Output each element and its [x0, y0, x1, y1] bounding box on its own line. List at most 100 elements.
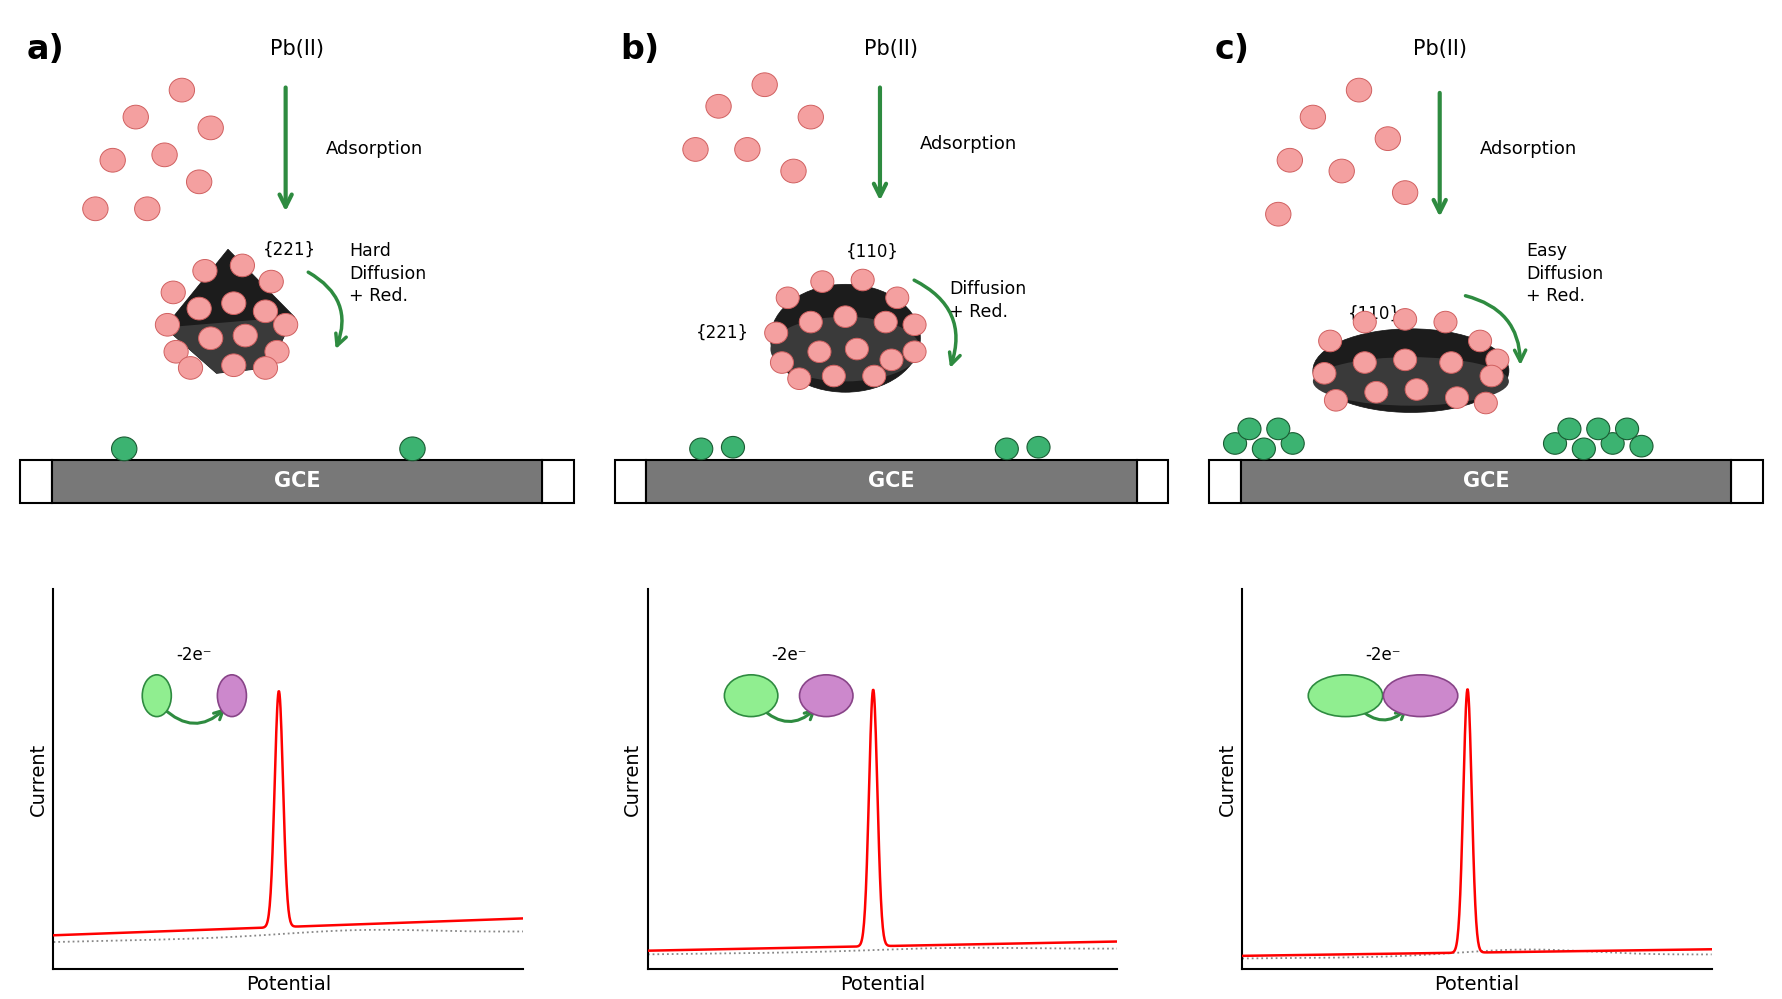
- Circle shape: [1614, 419, 1638, 440]
- Circle shape: [1265, 419, 1288, 440]
- Circle shape: [1222, 433, 1246, 455]
- Circle shape: [822, 366, 845, 387]
- Circle shape: [1363, 382, 1386, 403]
- Circle shape: [1319, 330, 1342, 352]
- Text: a): a): [27, 33, 64, 67]
- Circle shape: [886, 287, 909, 309]
- Text: {110}: {110}: [1347, 305, 1399, 323]
- Circle shape: [764, 322, 788, 344]
- Ellipse shape: [1312, 358, 1508, 406]
- Text: {221}: {221}: [262, 240, 315, 259]
- Ellipse shape: [770, 317, 920, 382]
- Text: GCE: GCE: [274, 472, 321, 492]
- X-axis label: Potential: Potential: [1433, 975, 1518, 994]
- Circle shape: [1374, 127, 1399, 151]
- Circle shape: [850, 269, 873, 291]
- Circle shape: [1392, 181, 1417, 205]
- Circle shape: [198, 116, 223, 140]
- Circle shape: [1383, 675, 1458, 716]
- Circle shape: [253, 300, 278, 323]
- Circle shape: [1308, 675, 1381, 716]
- Text: -2e⁻: -2e⁻: [176, 646, 212, 664]
- Text: {221}: {221}: [695, 324, 748, 342]
- Circle shape: [192, 260, 217, 282]
- Text: Pb(II): Pb(II): [1411, 39, 1467, 59]
- X-axis label: Potential: Potential: [839, 975, 925, 994]
- Circle shape: [811, 271, 834, 293]
- FancyBboxPatch shape: [1208, 460, 1240, 502]
- Circle shape: [233, 325, 257, 347]
- Circle shape: [221, 292, 246, 315]
- Circle shape: [178, 357, 203, 380]
- Circle shape: [1445, 387, 1468, 409]
- Circle shape: [169, 78, 194, 102]
- Circle shape: [788, 368, 811, 390]
- Y-axis label: Current: Current: [624, 742, 642, 816]
- Circle shape: [902, 341, 925, 363]
- Circle shape: [723, 675, 777, 716]
- Text: Diffusion
+ Red.: Diffusion + Red.: [948, 281, 1026, 321]
- Circle shape: [798, 675, 852, 716]
- FancyBboxPatch shape: [52, 460, 542, 502]
- Circle shape: [834, 306, 857, 328]
- Circle shape: [722, 437, 745, 458]
- Ellipse shape: [1312, 329, 1508, 413]
- Circle shape: [690, 438, 713, 460]
- Circle shape: [134, 197, 160, 221]
- Circle shape: [880, 349, 902, 371]
- Circle shape: [1586, 419, 1609, 440]
- Circle shape: [1324, 390, 1347, 412]
- Circle shape: [706, 95, 731, 118]
- FancyBboxPatch shape: [542, 460, 574, 502]
- Text: -2e⁻: -2e⁻: [1365, 646, 1401, 664]
- Circle shape: [1629, 436, 1652, 457]
- Circle shape: [266, 341, 289, 363]
- Circle shape: [1433, 312, 1456, 333]
- Circle shape: [752, 73, 777, 97]
- Circle shape: [1251, 438, 1274, 460]
- Circle shape: [1600, 433, 1623, 455]
- FancyBboxPatch shape: [20, 460, 52, 502]
- Text: Adsorption: Adsorption: [326, 141, 422, 159]
- Circle shape: [1572, 438, 1595, 460]
- Circle shape: [1557, 419, 1581, 440]
- Circle shape: [781, 159, 805, 183]
- Circle shape: [187, 298, 210, 320]
- Circle shape: [1484, 349, 1508, 371]
- Circle shape: [734, 138, 759, 161]
- Circle shape: [683, 138, 707, 161]
- Circle shape: [902, 314, 925, 336]
- Circle shape: [1353, 312, 1376, 333]
- Circle shape: [160, 281, 185, 304]
- Circle shape: [1394, 309, 1417, 331]
- Circle shape: [1353, 352, 1376, 374]
- Circle shape: [151, 143, 176, 167]
- Circle shape: [807, 341, 830, 363]
- Circle shape: [1328, 159, 1354, 183]
- FancyBboxPatch shape: [1135, 460, 1167, 502]
- Circle shape: [1479, 366, 1502, 387]
- Circle shape: [1474, 393, 1497, 414]
- Circle shape: [845, 339, 868, 360]
- X-axis label: Potential: Potential: [246, 975, 331, 994]
- Circle shape: [1299, 105, 1324, 129]
- Circle shape: [143, 675, 171, 716]
- Text: {110}: {110}: [845, 243, 898, 261]
- Circle shape: [862, 366, 886, 387]
- Circle shape: [1438, 352, 1461, 374]
- Text: GCE: GCE: [868, 472, 914, 492]
- Circle shape: [1543, 433, 1566, 455]
- Polygon shape: [164, 249, 294, 374]
- Text: Adsorption: Adsorption: [920, 135, 1018, 153]
- Circle shape: [112, 437, 137, 461]
- Text: Adsorption: Adsorption: [1479, 141, 1577, 159]
- Ellipse shape: [770, 285, 920, 393]
- Circle shape: [253, 357, 278, 380]
- Circle shape: [217, 675, 246, 716]
- Circle shape: [1281, 433, 1303, 455]
- Circle shape: [187, 170, 212, 194]
- Circle shape: [164, 341, 189, 363]
- FancyBboxPatch shape: [1240, 460, 1730, 502]
- Polygon shape: [164, 317, 294, 374]
- FancyBboxPatch shape: [1730, 460, 1762, 502]
